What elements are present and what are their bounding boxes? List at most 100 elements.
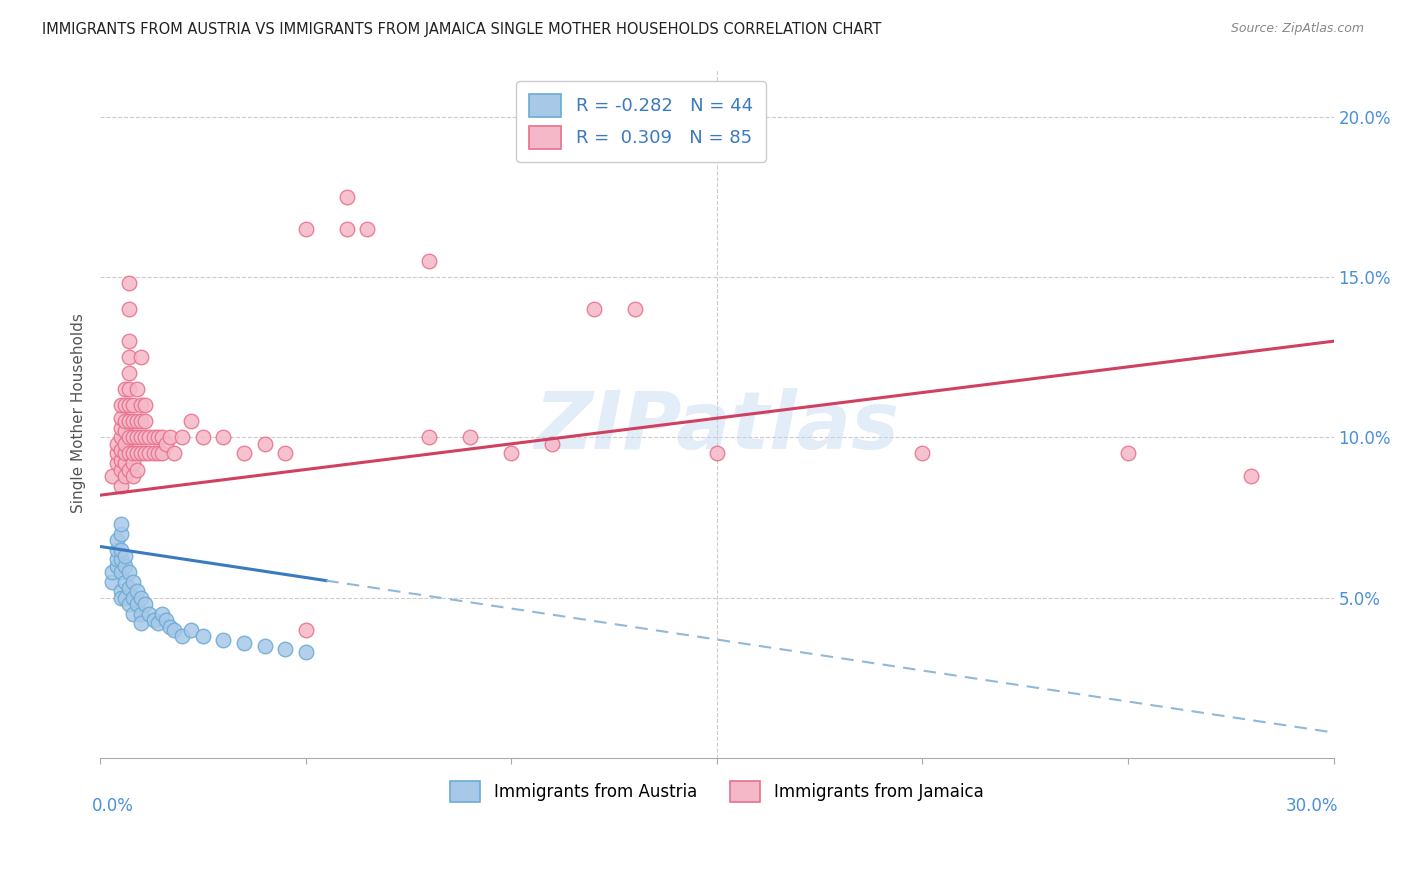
Point [118,277,141,291]
Point [134,430,156,444]
Point [163,446,186,460]
Point [114,591,136,605]
Text: 0.0%: 0.0% [91,797,134,814]
Point [114,574,136,589]
Point [118,350,141,364]
Point [110,430,132,444]
Point [129,414,152,428]
Point [110,478,132,492]
Point [150,446,173,460]
Point [163,623,186,637]
Point [122,398,145,412]
Point [114,558,136,573]
Text: Source: ZipAtlas.com: Source: ZipAtlas.com [1230,22,1364,36]
Point [118,581,141,595]
Point [142,430,165,444]
Point [110,443,132,458]
Point [118,597,141,611]
Point [233,636,256,650]
Point [110,526,132,541]
Legend: Immigrants from Austria, Immigrants from Jamaica: Immigrants from Austria, Immigrants from… [440,771,994,812]
Point [110,584,132,599]
Point [118,414,141,428]
Point [212,430,235,444]
Point [1116,446,1139,460]
Point [356,222,378,236]
Point [118,366,141,380]
Point [127,446,149,460]
Point [274,446,297,460]
Point [142,613,165,627]
Point [129,616,152,631]
Point [212,632,235,647]
Point [336,190,359,204]
Point [191,430,214,444]
Point [129,398,152,412]
Point [127,430,149,444]
Point [129,430,152,444]
Point [253,639,276,653]
Point [172,629,194,643]
Point [294,222,316,236]
Point [418,254,440,268]
Point [105,533,128,547]
Point [582,302,605,317]
Point [118,334,141,349]
Point [114,446,136,460]
Point [134,398,156,412]
Point [118,565,141,579]
Point [105,437,128,451]
Point [129,350,152,364]
Point [118,302,141,317]
Point [294,645,316,659]
Point [172,430,194,444]
Point [458,430,481,444]
Point [150,430,173,444]
Text: IMMIGRANTS FROM AUSTRIA VS IMMIGRANTS FROM JAMAICA SINGLE MOTHER HOUSEHOLDS CORR: IMMIGRANTS FROM AUSTRIA VS IMMIGRANTS FR… [42,22,882,37]
Point [336,222,359,236]
Point [110,398,132,412]
Point [155,613,177,627]
Point [501,446,523,460]
Point [180,414,202,428]
Point [294,623,316,637]
Point [1240,469,1263,483]
Point [138,446,160,460]
Point [134,446,156,460]
Point [110,462,132,476]
Point [122,430,145,444]
Point [118,382,141,396]
Point [146,430,169,444]
Point [118,398,141,412]
Point [114,414,136,428]
Point [118,430,141,444]
Point [142,446,165,460]
Point [122,414,145,428]
Point [159,620,181,634]
Point [127,462,149,476]
Point [122,574,145,589]
Point [114,469,136,483]
Point [122,591,145,605]
Point [418,430,440,444]
Point [127,382,149,396]
Point [114,382,136,396]
Point [138,607,160,621]
Point [122,469,145,483]
Point [129,446,152,460]
Point [114,398,136,412]
Point [180,623,202,637]
Point [127,584,149,599]
Point [129,591,152,605]
Point [114,424,136,438]
Point [105,558,128,573]
Point [127,414,149,428]
Point [129,607,152,621]
Point [101,469,124,483]
Point [110,421,132,435]
Y-axis label: Single Mother Households: Single Mother Households [72,313,86,513]
Point [233,446,256,460]
Point [274,642,297,657]
Point [134,414,156,428]
Point [150,607,173,621]
